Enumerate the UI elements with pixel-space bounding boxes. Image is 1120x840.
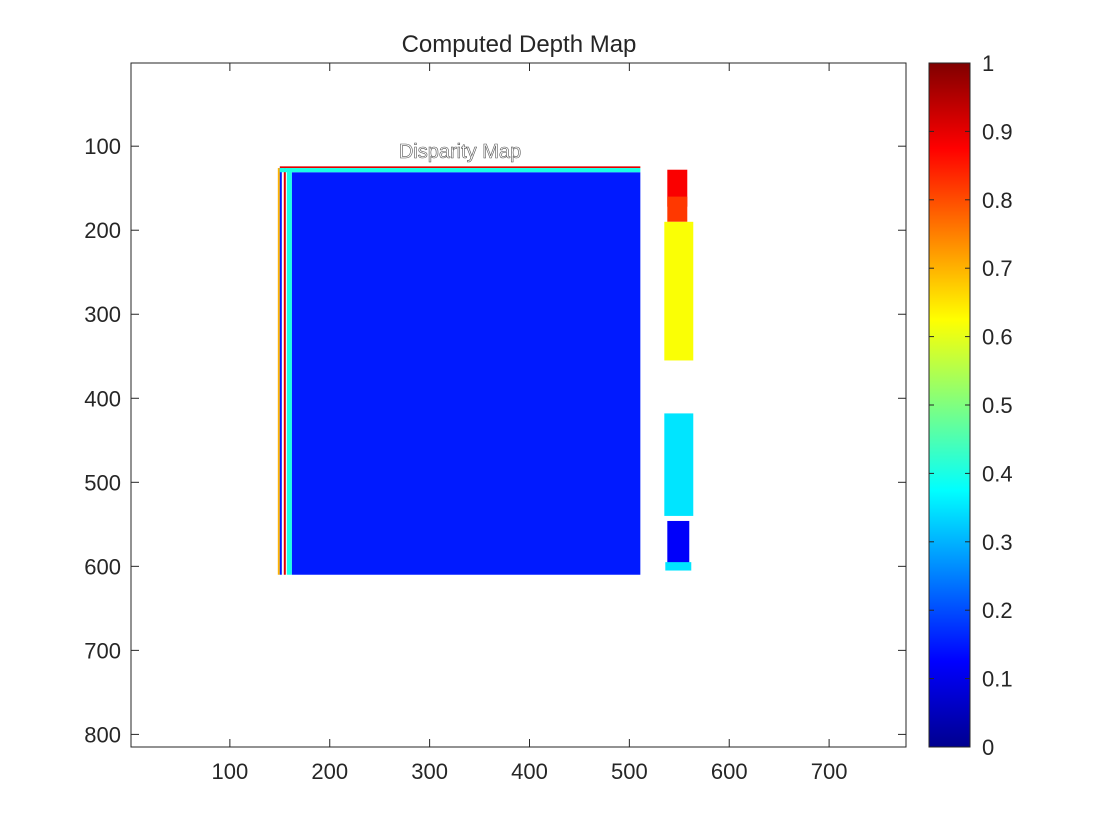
depth-region-right-bottom-cyan	[665, 562, 692, 571]
y-tick-label: 100	[84, 134, 121, 159]
y-tick-label: 300	[84, 302, 121, 327]
colorbar-tick-label: 0.4	[982, 461, 1013, 486]
depth-region-left-edge-stripe	[286, 168, 292, 575]
depth-region-right-yellow	[664, 221, 694, 361]
colorbar	[928, 62, 971, 748]
colorbar-tick-label: 0.5	[982, 393, 1013, 418]
y-axis: 100 200 300 400 500 600 700 800	[84, 134, 906, 747]
colorbar-axis: 0 0.1 0.2 0.3 0.4 0.5 0.6 0.7 0.8 0.9 1	[929, 51, 1013, 760]
colorbar-tick-label: 0.7	[982, 256, 1013, 281]
depth-region-left-edge-stripe	[279, 168, 282, 575]
depth-region-top-edge-line	[279, 166, 641, 169]
depth-image	[277, 166, 694, 575]
y-tick-label: 700	[84, 638, 121, 663]
x-tick-label: 400	[511, 759, 548, 784]
depth-region-left-edge-stripe	[277, 168, 280, 575]
depth-region-top-edge-line	[279, 168, 641, 173]
colorbar-tick-label: 0.6	[982, 325, 1013, 350]
plot-axes-box	[130, 62, 907, 748]
depth-region-right-top-orange	[667, 196, 688, 222]
y-tick-label: 400	[84, 386, 121, 411]
colorbar-tick-label: 0	[982, 735, 994, 760]
colorbar-tick-label: 0.2	[982, 598, 1013, 623]
y-tick-label: 800	[84, 722, 121, 747]
y-tick-label: 600	[84, 554, 121, 579]
x-tick-label: 200	[311, 759, 348, 784]
colorbar-tick-label: 0.1	[982, 667, 1013, 692]
colorbar-tick-label: 0.3	[982, 530, 1013, 555]
y-tick-label: 500	[84, 470, 121, 495]
x-tick-label: 700	[811, 759, 848, 784]
depth-region-left-edge-stripe	[283, 168, 286, 575]
y-tick-label: 200	[84, 218, 121, 243]
embedded-image-text: Disparity Map	[399, 141, 521, 163]
colorbar-tick-label: 1	[982, 51, 994, 76]
x-tick-label: 500	[611, 759, 648, 784]
depth-region-right-blue	[667, 520, 690, 565]
x-tick-label: 600	[711, 759, 748, 784]
colorbar-tick-label: 0.8	[982, 188, 1013, 213]
chart-title: Computed Depth Map	[402, 31, 637, 58]
depth-region-right-cyan	[664, 413, 694, 516]
colorbar-tick-label: 0.9	[982, 119, 1013, 144]
x-tick-label: 100	[212, 759, 249, 784]
x-axis: 100 200 300 400 500 600 700	[212, 63, 848, 784]
x-tick-label: 300	[411, 759, 448, 784]
depth-region-main-block	[291, 172, 641, 575]
